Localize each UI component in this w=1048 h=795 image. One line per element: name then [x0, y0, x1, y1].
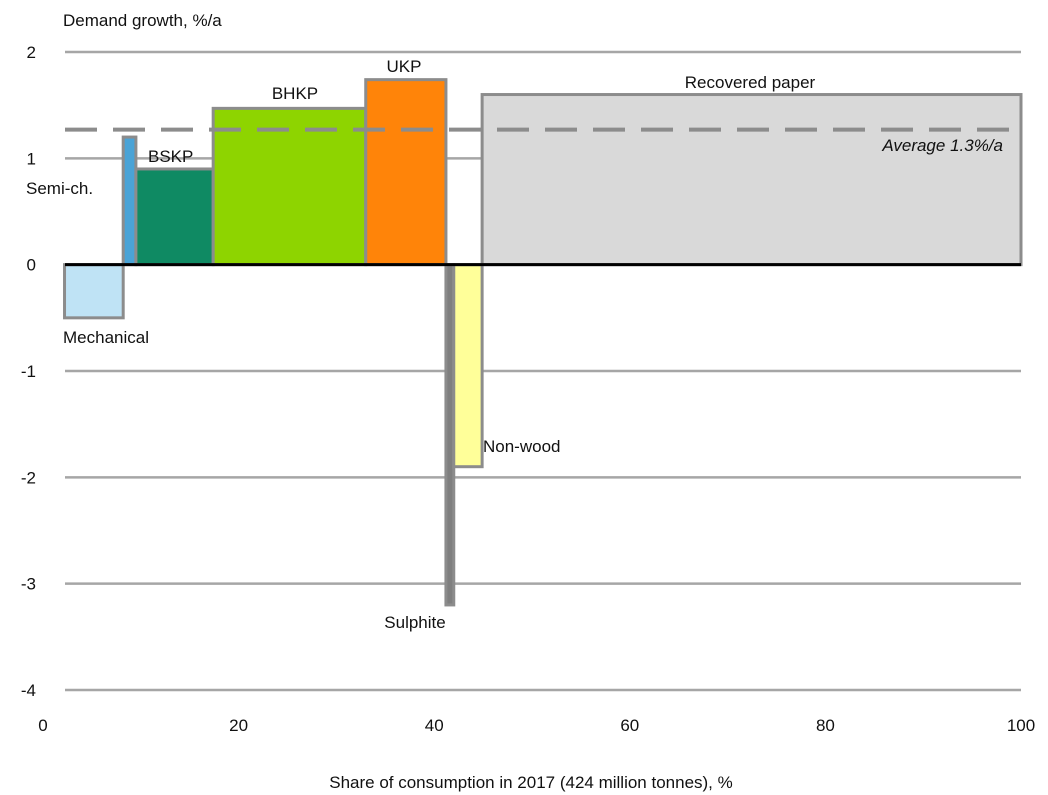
bar-recovered-paper	[480, 93, 1023, 267]
bar-mechanical	[63, 263, 125, 320]
bar-bskp	[134, 167, 215, 267]
y-tick-label: 0	[27, 256, 36, 275]
bar-ukp	[364, 78, 448, 267]
bar-label: Non-wood	[483, 437, 561, 456]
average-label: Average 1.3%/a	[881, 136, 1003, 155]
x-tick-label: 60	[620, 716, 639, 735]
bar-label: BSKP	[148, 147, 193, 166]
average-marker: Average 1.3%/a	[65, 127, 1021, 155]
bar-label: BHKP	[272, 84, 318, 103]
y-tick-label: 2	[27, 43, 36, 62]
bar-semi-ch	[121, 135, 138, 267]
y-tick-label: -4	[21, 681, 36, 700]
bar-labels: Mechanical Semi-ch. BSKP BHKP UKP Sulphite Non…	[26, 57, 816, 632]
bar-label: Recovered paper	[685, 73, 816, 92]
x-tick-labels: 0 20 40 60 80 100	[38, 716, 1035, 735]
bars	[63, 78, 1023, 607]
y-tick-label: -1	[21, 362, 36, 381]
x-tick-label: 0	[38, 716, 47, 735]
bar-label: Mechanical	[63, 328, 149, 347]
y-axis-title: Demand growth, %/a	[63, 11, 222, 30]
bar-bhkp	[211, 106, 368, 267]
x-axis-title: Share of consumption in 2017 (424 millio…	[329, 773, 733, 792]
x-tick-label: 20	[229, 716, 248, 735]
bar-label: UKP	[387, 57, 422, 76]
x-tick-label: 80	[816, 716, 835, 735]
y-tick-label: 1	[27, 149, 36, 168]
y-tick-labels: 2 1 0 -1 -2 -3 -4	[21, 43, 36, 700]
y-tick-label: -3	[21, 575, 36, 594]
bar-non-wood	[452, 263, 484, 469]
bar-label: Sulphite	[384, 613, 445, 632]
x-tick-label: 100	[1007, 716, 1035, 735]
y-tick-label: -2	[21, 468, 36, 487]
x-tick-label: 40	[425, 716, 444, 735]
bar-label: Semi-ch.	[26, 179, 93, 198]
